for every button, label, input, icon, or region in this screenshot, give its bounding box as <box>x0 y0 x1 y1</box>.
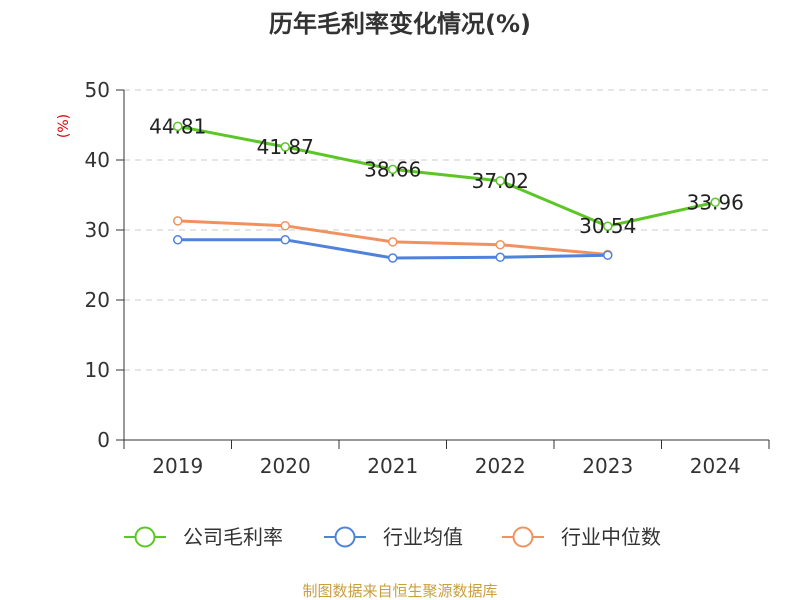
data-labels: 44.81 41.87 38.66 37.02 30.54 33.96 <box>149 114 744 238</box>
legend-swatch-marker <box>134 526 156 548</box>
data-label: 44.81 <box>149 114 206 138</box>
data-point <box>388 253 398 263</box>
data-point <box>173 216 183 226</box>
data-point <box>173 121 183 132</box>
y-tick-label: 20 <box>85 288 110 312</box>
series-lines <box>173 121 720 263</box>
legend: 公司毛利率 行业均值 行业中位数 <box>124 525 661 549</box>
source-note: 制图数据来自恒生聚源数据库 <box>302 582 497 600</box>
data-point <box>388 164 398 175</box>
data-point <box>280 221 290 231</box>
legend-label: 行业均值 <box>383 525 463 549</box>
series-line <box>177 124 716 228</box>
data-label: 30.54 <box>579 214 636 238</box>
data-point <box>495 239 505 250</box>
x-tick-label: 2022 <box>475 454 526 478</box>
y-tick-label: 50 <box>85 78 110 102</box>
x-tick-label: 2019 <box>152 454 203 478</box>
data-label: 37.02 <box>472 169 529 193</box>
y-axis-unit-label: (%) <box>56 114 72 138</box>
data-point <box>280 235 290 245</box>
legend-swatch-marker <box>512 526 534 548</box>
chart-title: 历年毛利率变化情况(%) <box>269 10 531 38</box>
legend-label: 公司毛利率 <box>183 525 283 549</box>
data-point <box>603 250 613 260</box>
data-label: 38.66 <box>364 157 421 181</box>
y-tick-label: 10 <box>85 358 110 382</box>
grid-lines <box>124 89 769 371</box>
x-tick-label: 2024 <box>690 454 741 478</box>
data-point <box>495 252 505 263</box>
data-point <box>280 142 290 152</box>
data-point <box>388 237 398 247</box>
x-tick-label: 2023 <box>582 454 633 478</box>
x-tick-label: 2021 <box>367 454 418 478</box>
legend-swatch-marker <box>334 526 356 548</box>
data-label: 33.96 <box>687 190 744 214</box>
y-tick-label: 40 <box>85 148 110 172</box>
axes: 0 10 20 30 40 50 2019 2020 2021 2022 2023 2024 <box>85 78 770 478</box>
data-point <box>710 197 720 208</box>
legend-label: 行业中位数 <box>561 525 661 549</box>
data-point <box>603 221 613 231</box>
y-tick-label: 0 <box>97 428 110 452</box>
data-point <box>495 176 505 186</box>
data-point <box>173 235 183 245</box>
x-tick-label: 2020 <box>260 454 311 478</box>
y-tick-label: 30 <box>85 218 110 242</box>
data-label: 41.87 <box>257 135 314 159</box>
